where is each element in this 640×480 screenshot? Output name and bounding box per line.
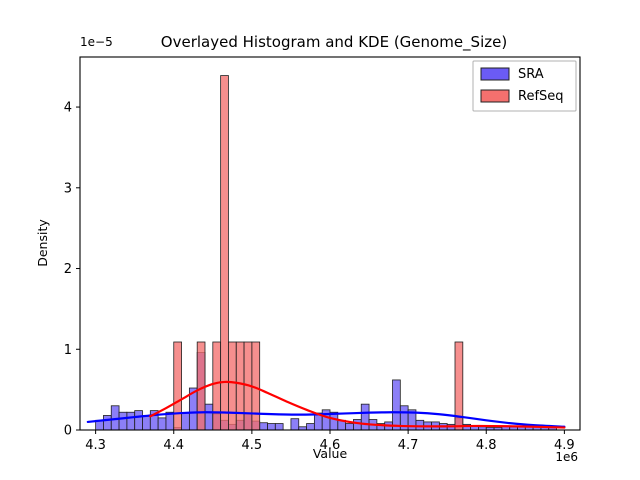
- kde-curve-refseq-kde: [149, 380, 566, 429]
- hist-bar: [196, 341, 206, 430]
- hist-bar: [259, 422, 268, 430]
- x-tick-label: 4.7: [398, 438, 419, 453]
- hist-bar: [181, 412, 190, 430]
- x-tick-label: 4.8: [476, 438, 497, 453]
- legend[interactable]: SRA RefSeq: [472, 60, 577, 112]
- hist-bar: [392, 379, 401, 430]
- hist-bar: [134, 410, 143, 430]
- x-axis-ticks: 4.3 4.4 4.5 4.6 4.7 4.8 4.9: [85, 430, 575, 453]
- x-tick-label: 4.4: [163, 438, 184, 453]
- x-tick-label: 4.6: [320, 438, 341, 453]
- y-offset-label: 1e−5: [80, 35, 113, 49]
- hist-bar: [353, 419, 362, 430]
- plot-area-background: [80, 57, 580, 430]
- y-tick-label: 3: [64, 181, 72, 196]
- hist-bar: [290, 418, 300, 430]
- hist-bar: [345, 423, 354, 430]
- hist-bar: [306, 423, 315, 430]
- hist-bar: [220, 75, 229, 430]
- legend-swatch-sra: [480, 67, 510, 81]
- hist-bar: [118, 411, 128, 430]
- hist-bar: [126, 411, 136, 430]
- x-tick-label: 4.3: [85, 438, 106, 453]
- y-tick-label: 1: [64, 343, 72, 358]
- kde-curve-sra-kde: [86, 411, 566, 428]
- hist-bar: [173, 341, 182, 430]
- hist-bar: [267, 423, 276, 430]
- legend-label-refseq: RefSeq: [518, 89, 564, 104]
- x-axis-label: Value: [313, 446, 348, 461]
- hist-bar: [204, 403, 214, 430]
- y-tick-label: 4: [64, 101, 72, 116]
- hist-bar: [415, 419, 425, 430]
- y-tick-label: 2: [64, 262, 72, 277]
- x-offset-label: 1e6: [555, 450, 578, 464]
- legend-label-sra: SRA: [518, 67, 544, 82]
- hist-bar: [360, 403, 370, 430]
- y-axis-label: Density: [35, 219, 50, 267]
- hist-bar: [274, 423, 284, 430]
- hist-bar: [103, 415, 112, 430]
- legend-swatch-refseq: [480, 89, 510, 103]
- hist-bar: [157, 417, 167, 430]
- x-tick-label: 4.5: [242, 438, 263, 453]
- chart-title: Overlayed Histogram and KDE (Genome_Size…: [161, 33, 507, 52]
- hist-bar: [228, 341, 237, 430]
- x-tick-label: 4.9: [554, 438, 575, 453]
- hist-bar: [454, 341, 464, 430]
- hist-bar: [321, 409, 331, 430]
- hist-bar: [212, 341, 222, 430]
- hist-bar: [142, 415, 151, 430]
- y-axis-ticks: 0 1 2 3 4: [64, 101, 80, 439]
- y-tick-label: 0: [64, 424, 72, 439]
- hist-bar: [235, 341, 245, 430]
